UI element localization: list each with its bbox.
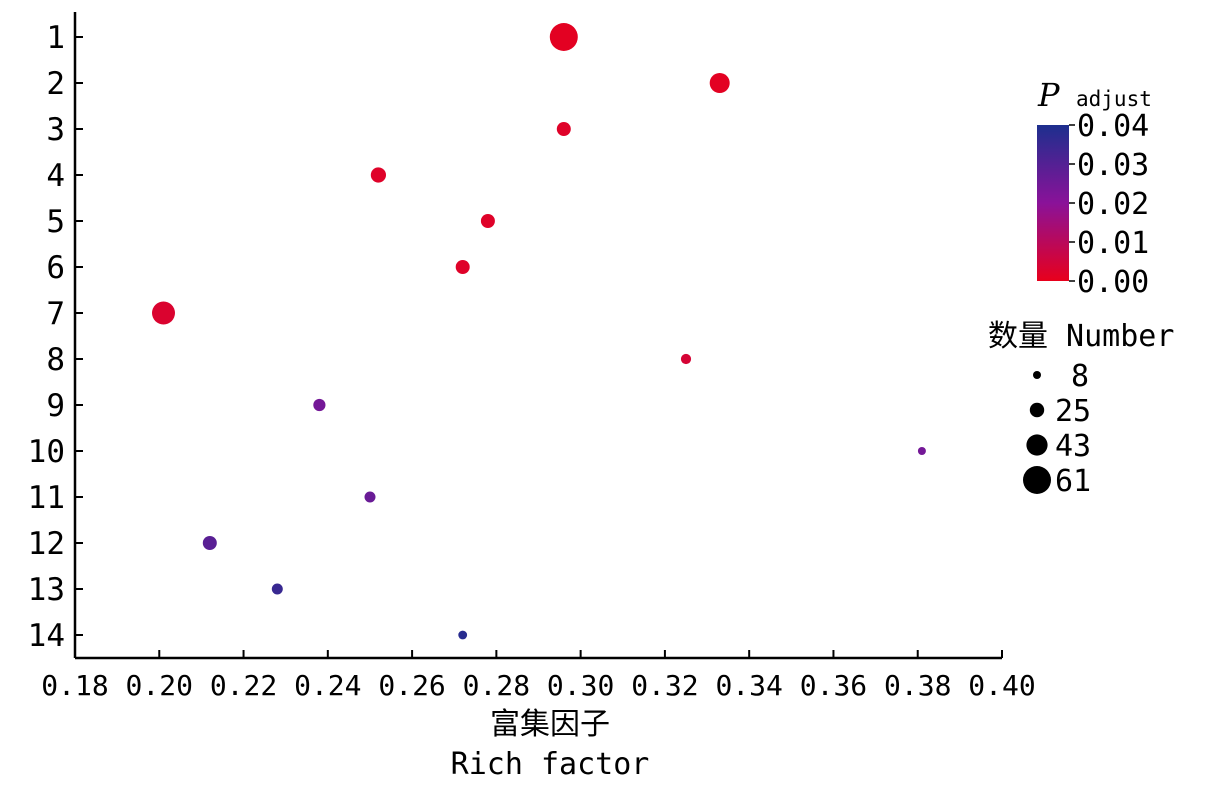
- color-legend-gradient-bar: [1037, 125, 1069, 281]
- color-legend-tick-label: 0.02: [1077, 187, 1149, 222]
- data-point-12: [202, 536, 217, 550]
- data-point-7: [152, 301, 175, 325]
- data-point-11: [364, 491, 376, 503]
- y-tick-label: 5: [46, 204, 65, 240]
- data-point-1: [549, 23, 578, 51]
- size-legend-label: 43: [1055, 429, 1091, 464]
- size-legend-marker: [1023, 466, 1051, 494]
- data-point-8: [680, 353, 692, 365]
- x-axis-title-english: Rich factor: [451, 747, 650, 782]
- y-tick-label: 14: [28, 618, 65, 654]
- y-tick-label: 1: [46, 20, 65, 56]
- x-tick-label: 0.32: [631, 669, 698, 702]
- size-legend-marker: [1026, 434, 1048, 456]
- y-tick-label: 10: [28, 434, 65, 470]
- color-legend-ticks: 0.04 0.03 0.02 0.01 0.00: [1069, 109, 1149, 300]
- y-tick-label: 6: [46, 250, 65, 286]
- size-legend-title: 数量 Number: [988, 319, 1174, 354]
- size-legend-label: 8: [1071, 359, 1089, 394]
- data-point-6: [455, 260, 470, 274]
- size-legend-marker: [1029, 402, 1045, 418]
- x-tick-label: 0.26: [378, 669, 445, 702]
- y-tick-label: 12: [28, 526, 65, 562]
- y-tick-label: 7: [46, 296, 65, 332]
- x-axis: 0.18 0.20 0.22 0.24 0.26 0.28 0.30 0.32 0.34 0.36…: [41, 650, 1036, 702]
- data-point-9: [313, 398, 326, 412]
- y-tick-label: 3: [46, 112, 65, 148]
- y-tick-label: 11: [28, 480, 65, 516]
- data-point-14: [458, 630, 468, 640]
- color-legend-tick-label: 0.04: [1077, 109, 1149, 144]
- data-points: [152, 23, 926, 640]
- x-tick-label: 0.30: [547, 669, 614, 702]
- data-point-2: [709, 73, 730, 93]
- color-legend-title: P: [1037, 76, 1060, 114]
- y-tick-label: 9: [46, 388, 65, 424]
- color-legend-tick-label: 0.03: [1077, 148, 1149, 183]
- data-point-4: [370, 167, 386, 183]
- x-tick-label: 0.40: [968, 669, 1035, 702]
- color-legend-title-subscript: adjust: [1076, 87, 1152, 111]
- x-tick-label: 0.38: [884, 669, 951, 702]
- color-legend-tick-label: 0.01: [1077, 226, 1149, 261]
- size-legend-label: 25: [1055, 394, 1091, 429]
- x-tick-label: 0.18: [41, 669, 108, 702]
- x-axis-title-chinese: 富集因子: [490, 707, 610, 742]
- data-point-3: [556, 122, 571, 136]
- data-point-13: [271, 583, 283, 595]
- data-point-10: [917, 447, 926, 455]
- x-tick-label: 0.34: [715, 669, 782, 702]
- x-tick-label: 0.24: [294, 669, 361, 702]
- x-tick-label: 0.22: [210, 669, 277, 702]
- y-tick-label: 8: [46, 342, 65, 378]
- color-legend-tick-label: 0.00: [1077, 265, 1149, 300]
- y-tick-label: 4: [46, 158, 65, 194]
- x-tick-label: 0.20: [126, 669, 193, 702]
- size-legend-label: 61: [1055, 464, 1091, 499]
- y-tick-label: 2: [46, 66, 65, 102]
- x-tick-label: 0.28: [463, 669, 530, 702]
- y-tick-label: 13: [28, 572, 65, 608]
- color-legend: P adjust 0.04 0.03 0.02 0.01 0.00: [1037, 76, 1152, 300]
- data-point-5: [480, 214, 495, 228]
- size-legend-marker: [1033, 371, 1041, 379]
- x-tick-label: 0.36: [800, 669, 867, 702]
